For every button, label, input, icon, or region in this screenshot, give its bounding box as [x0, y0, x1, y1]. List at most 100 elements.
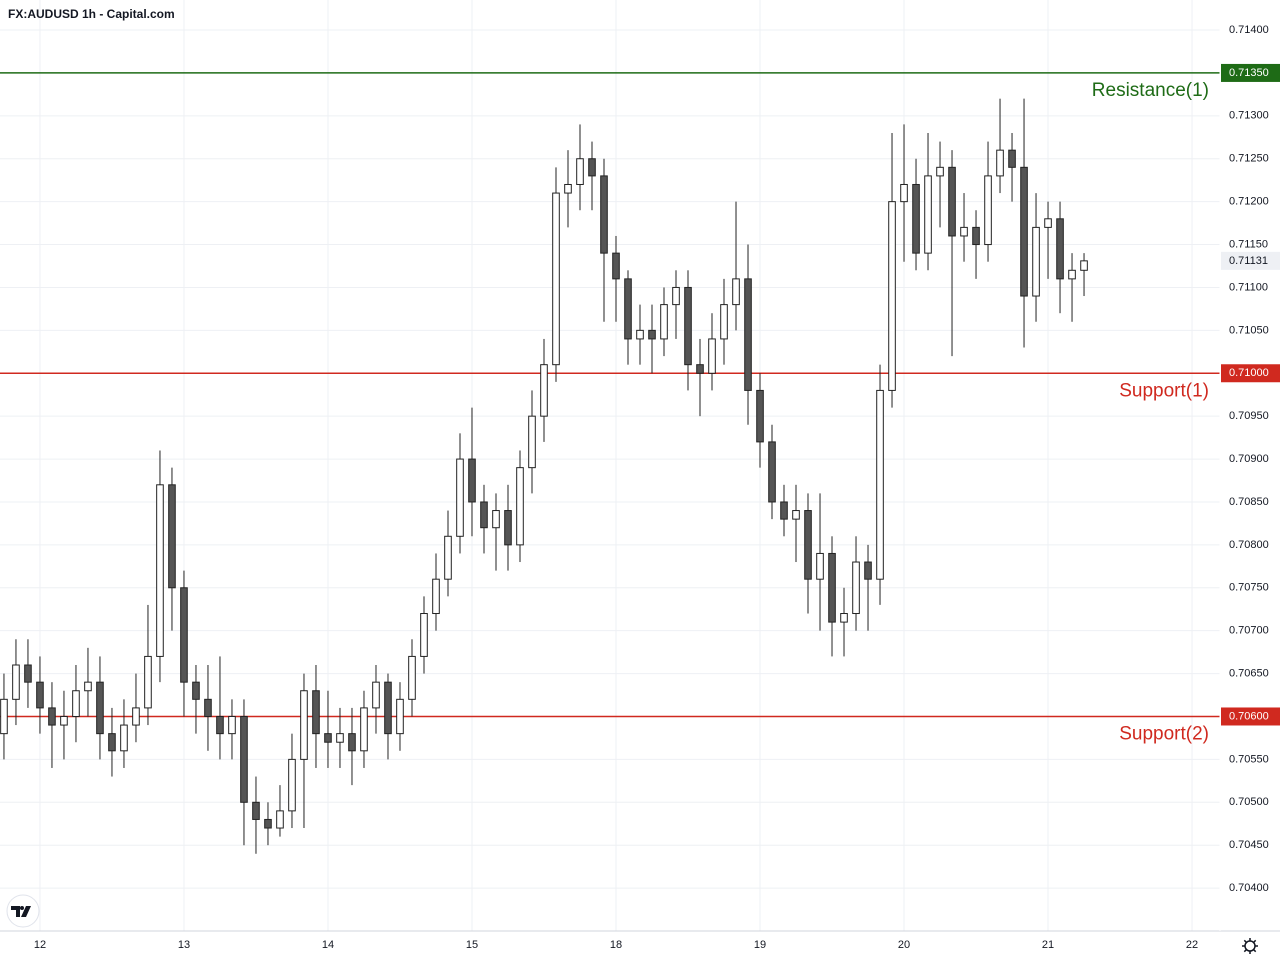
y-tick-label: 0.70400 — [1229, 882, 1269, 894]
candle-body — [396, 698, 404, 735]
candle-body — [204, 698, 212, 717]
level-tag — [1221, 63, 1280, 82]
y-tick-label: 0.70700 — [1229, 625, 1269, 637]
candle-body — [936, 166, 944, 177]
y-tick-label: 0.70900 — [1229, 453, 1269, 465]
candle-body — [516, 467, 524, 546]
y-tick-label: 0.71100 — [1229, 281, 1268, 293]
settings-icon[interactable] — [1242, 938, 1258, 954]
candle-body — [708, 338, 716, 374]
candle-body — [120, 724, 128, 752]
candle-body — [948, 166, 956, 237]
candle-body — [0, 698, 8, 735]
x-tick-label: 21 — [1042, 939, 1054, 951]
candle-body — [672, 286, 680, 306]
candle-body — [240, 715, 248, 803]
candle-body — [816, 552, 824, 580]
candle-body — [720, 304, 728, 340]
level-value-label: 0.71350 — [1229, 67, 1269, 79]
candle-body — [852, 561, 860, 615]
candle-body — [900, 183, 908, 203]
candle-body — [108, 733, 116, 752]
candle-body — [876, 389, 884, 580]
levels: Resistance(1) Support(1) Support(2) — [0, 72, 1220, 744]
candle-body — [468, 458, 476, 503]
candle-body — [456, 458, 464, 537]
candle-body — [372, 681, 380, 709]
candle-body — [528, 415, 536, 469]
candle-body — [1044, 218, 1052, 228]
candle-body — [540, 364, 548, 417]
level-value-label: 0.71000 — [1229, 367, 1269, 379]
candle-body — [924, 175, 932, 254]
last-price-tag — [1221, 251, 1280, 270]
candle-body — [804, 510, 812, 580]
y-tick-label: 0.71200 — [1229, 196, 1269, 208]
candle-body — [432, 578, 440, 615]
candle-body — [72, 690, 80, 717]
level-tag — [1221, 707, 1280, 726]
candle-body — [732, 278, 740, 306]
candle-body — [84, 681, 92, 692]
candle-body — [348, 733, 356, 752]
candle-body — [12, 664, 20, 700]
candle-body — [684, 286, 692, 366]
candle-body — [648, 329, 656, 340]
candle-body — [696, 364, 704, 374]
candle-body — [180, 587, 188, 683]
candle-body — [984, 175, 992, 246]
y-tick-label: 0.70950 — [1229, 410, 1269, 422]
candle-body — [24, 664, 32, 683]
candle-body — [300, 690, 308, 760]
candle-body — [1056, 218, 1064, 280]
candle-body — [420, 613, 428, 657]
axes: 0.70400 0.70450 0.70500 0.70550 0.70600 0.706… — [34, 24, 1280, 951]
candle-body — [408, 655, 416, 700]
y-tick-label: 0.71150 — [1229, 238, 1268, 250]
candle-body — [624, 278, 632, 340]
candle-body — [264, 818, 272, 829]
candle-body — [48, 707, 56, 726]
candle-body — [912, 183, 920, 254]
candle-body — [132, 707, 140, 726]
candle-body — [360, 707, 368, 752]
candle-body — [444, 535, 452, 580]
y-tick-label: 0.70650 — [1229, 667, 1269, 679]
x-tick-label: 22 — [1186, 939, 1198, 951]
candle-body — [228, 715, 236, 735]
candle-body — [312, 690, 320, 735]
level-name: Resistance(1) — [1092, 80, 1209, 101]
level-name: Support(1) — [1119, 380, 1209, 401]
candle-body — [588, 158, 596, 177]
x-tick-label: 18 — [610, 939, 622, 951]
candle-body — [192, 681, 200, 700]
candle-body — [600, 175, 608, 254]
x-tick-label: 20 — [898, 939, 910, 951]
candle-body — [480, 501, 488, 529]
candle-body — [1020, 166, 1028, 297]
candle-body — [324, 733, 332, 743]
x-tick-label: 15 — [466, 939, 478, 951]
candle-body — [612, 252, 620, 280]
candle-body — [756, 389, 764, 443]
candle-body — [1068, 269, 1076, 280]
candle-body — [1080, 260, 1088, 271]
candle-body — [492, 510, 500, 529]
candle-body — [288, 758, 296, 812]
candle-body — [96, 681, 104, 735]
logo — [6, 894, 40, 928]
x-tick-label: 19 — [754, 939, 766, 951]
y-tick-label: 0.71300 — [1229, 110, 1269, 122]
y-tick-label: 0.70450 — [1229, 839, 1269, 851]
y-tick-label: 0.70850 — [1229, 496, 1269, 508]
candle-body — [864, 561, 872, 580]
candle-body — [552, 192, 560, 366]
candle-body — [780, 501, 788, 520]
candle-body — [156, 484, 164, 657]
y-tick-label: 0.70800 — [1229, 539, 1269, 551]
candle-body — [960, 226, 968, 237]
candles — [0, 98, 1088, 854]
candle-body — [36, 681, 44, 709]
